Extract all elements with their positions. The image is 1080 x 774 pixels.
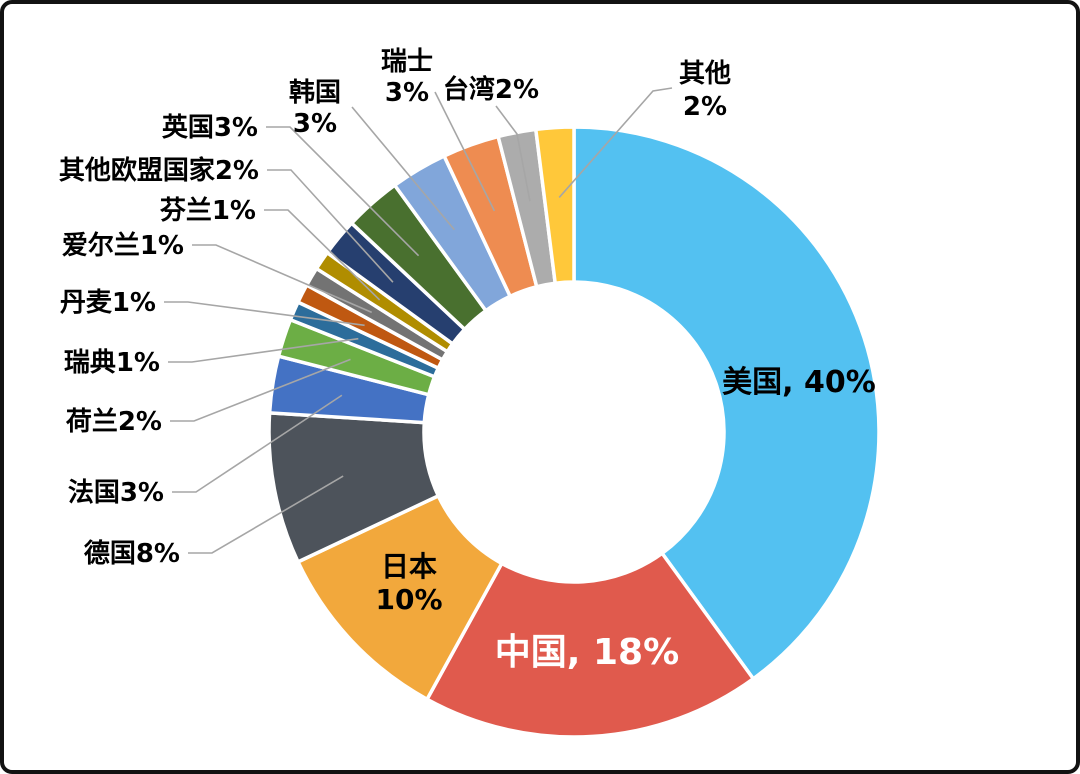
label-其他欧盟国家: 其他欧盟国家2% bbox=[59, 155, 259, 186]
label-美国: 美国, 40% bbox=[722, 365, 876, 400]
leader-line-瑞典 bbox=[168, 337, 359, 363]
label-其他: 其他 2% bbox=[679, 59, 731, 122]
label-瑞典: 瑞典1% bbox=[64, 348, 160, 378]
leader-line-英国 bbox=[266, 126, 420, 257]
leader-line-丹麦 bbox=[164, 301, 365, 327]
leader-line-芬兰 bbox=[264, 209, 381, 301]
leader-line-爱尔兰 bbox=[192, 244, 373, 314]
label-爱尔兰: 爱尔兰1% bbox=[62, 230, 184, 261]
label-英国: 英国3% bbox=[162, 113, 258, 143]
leader-line-韩国 bbox=[351, 106, 455, 231]
leader-line-荷兰 bbox=[170, 358, 351, 422]
slice-美国[interactable] bbox=[572, 125, 881, 681]
label-韩国: 韩国 3% bbox=[289, 78, 341, 139]
label-丹麦: 丹麦1% bbox=[60, 288, 156, 318]
label-日本: 日本 10% bbox=[375, 550, 442, 616]
label-瑞士: 瑞士 3% bbox=[381, 47, 433, 108]
label-荷兰: 荷兰2% bbox=[66, 407, 162, 437]
label-德国: 德国8% bbox=[84, 539, 180, 569]
leader-line-其他 bbox=[558, 87, 673, 198]
labels-layer: 美国, 40% 中国, 18% 日本 10% 德国8% 法国3% 荷兰2% 瑞典1% 丹麦1% 爱… bbox=[59, 47, 876, 673]
leader-line-法国 bbox=[172, 394, 343, 493]
label-中国: 中国, 18% bbox=[495, 632, 679, 673]
leader-line-瑞士 bbox=[434, 91, 496, 212]
slice-其他[interactable] bbox=[534, 125, 576, 285]
leader-line-台湾 bbox=[495, 105, 531, 202]
label-芬兰: 芬兰1% bbox=[160, 196, 256, 226]
label-台湾: 台湾2% bbox=[443, 74, 539, 105]
slice-中国[interactable] bbox=[425, 551, 756, 739]
leader-line-其他欧盟国家 bbox=[267, 169, 394, 283]
label-法国: 法国3% bbox=[68, 478, 164, 508]
donut-chart: 美国, 40% 中国, 18% 日本 10% 德国8% 法国3% 荷兰2% 瑞典1% 丹麦1% 爱… bbox=[59, 47, 881, 739]
leader-line-德国 bbox=[188, 475, 344, 554]
